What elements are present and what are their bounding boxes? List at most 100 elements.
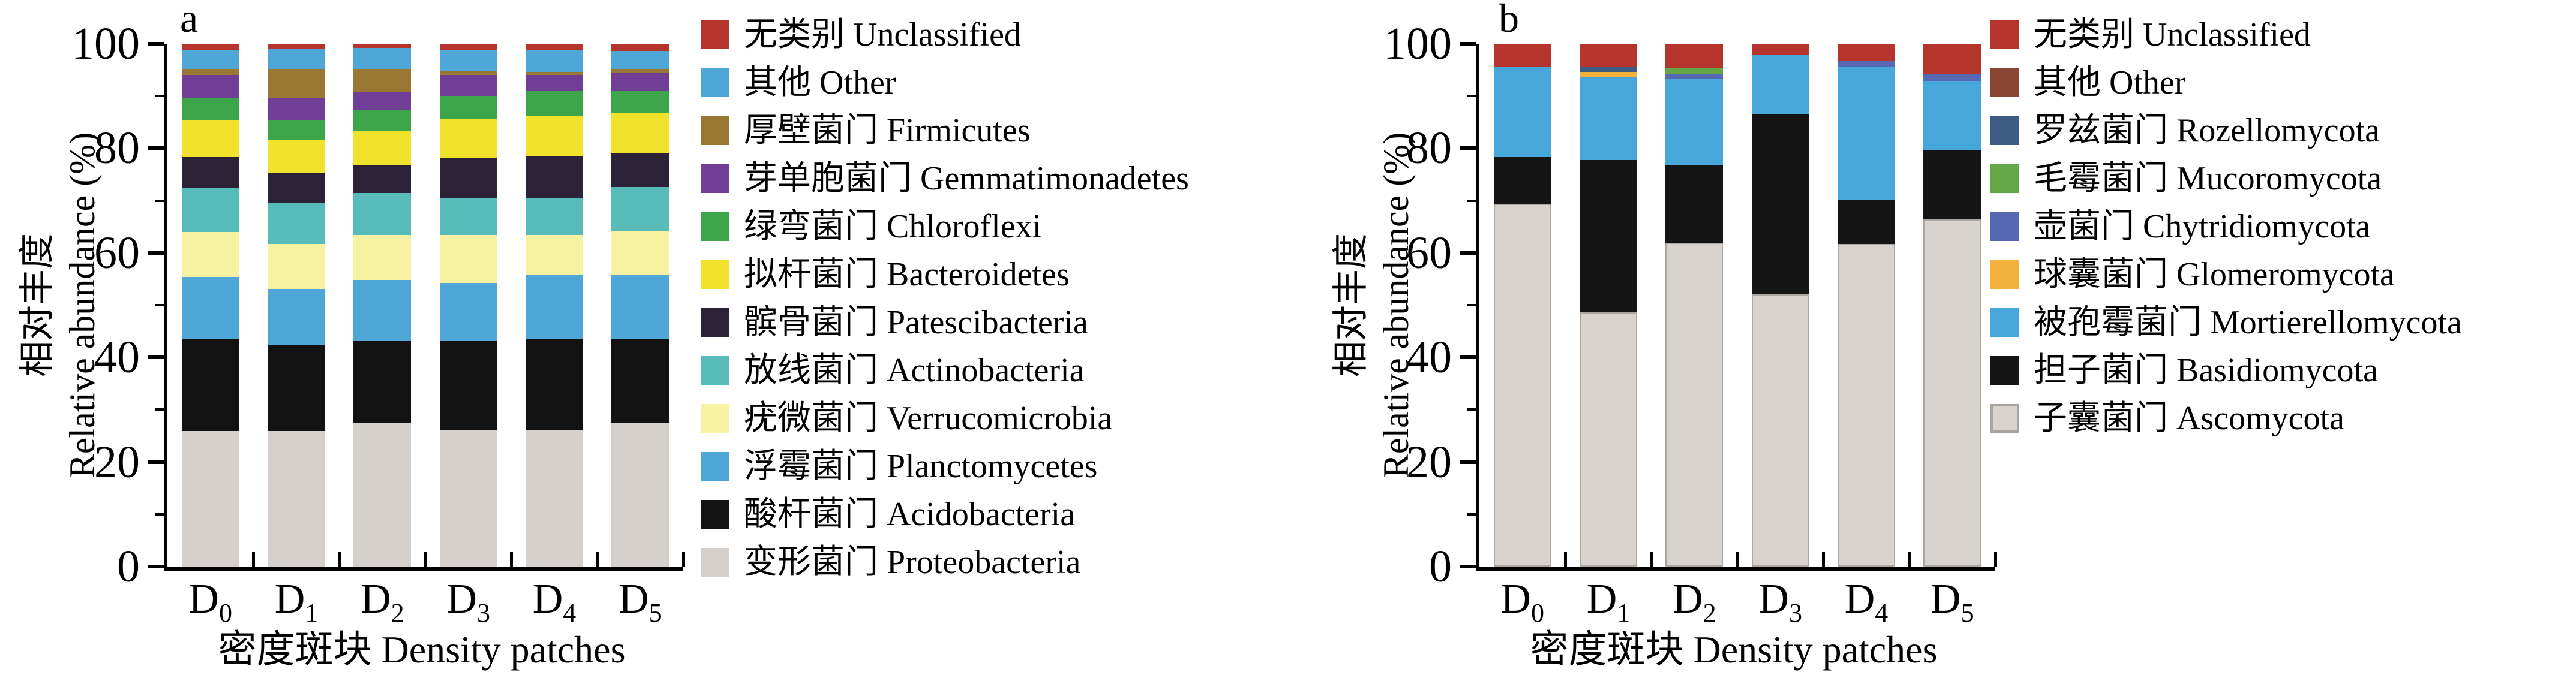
bar-segment-a-D2-Actinobacteria bbox=[353, 193, 412, 236]
x-tick-b-6 bbox=[1994, 552, 1997, 567]
legend-item-b-Ascomycota: 子囊菌门 Ascomycota bbox=[1990, 394, 2462, 442]
bar-segment-a-D1-Verrucomicrobia bbox=[268, 244, 325, 289]
y-tick-label-a-40: 40 bbox=[94, 332, 140, 383]
bar-segment-a-D5-Patescibacteria bbox=[611, 153, 669, 187]
bar-segment-a-D0-Bacteroidetes bbox=[181, 120, 239, 158]
bar-segment-b-D4-Basidiomycota bbox=[1838, 200, 1895, 244]
legend-label-b-Unclassified: 无类别 Unclassified bbox=[2034, 16, 2311, 53]
bar-segment-b-D1-Glomeromycota bbox=[1580, 72, 1637, 77]
x-category-label-a-D4: D4 bbox=[532, 576, 577, 628]
panel-label-a: a bbox=[180, 0, 199, 41]
legend-label-b-Ascomycota: 子囊菌门 Ascomycota bbox=[2034, 400, 2344, 437]
bar-a-D2 bbox=[353, 44, 412, 567]
legend-label-a-Other: 其他 Other bbox=[744, 64, 896, 101]
bar-segment-b-D2-Chytridiomycota bbox=[1665, 74, 1724, 79]
bar-segment-a-D3-Gemmatimonadetes bbox=[439, 74, 497, 97]
bar-segment-a-D4-Firmicutes bbox=[526, 72, 583, 76]
y-tick-b-40 bbox=[1460, 355, 1476, 360]
x-tick-b-1 bbox=[1564, 552, 1568, 567]
bar-segment-a-D3-Planctomycetes bbox=[439, 282, 497, 342]
bar-segment-a-D4-Gemmatimonadetes bbox=[526, 75, 583, 92]
bar-segment-a-D2-Firmicutes bbox=[353, 68, 412, 92]
y-axis-label-b-en: Relative abundance (%) bbox=[1376, 132, 1416, 478]
bar-segment-b-D1-Unclassified bbox=[1580, 44, 1637, 68]
y-minor-tick-b-90 bbox=[1467, 95, 1476, 98]
bar-b-D2 bbox=[1665, 44, 1724, 567]
legend-item-a-Chloroflexi: 绿弯菌门 Chloroflexi bbox=[701, 203, 1189, 251]
x-tick-a-6 bbox=[682, 552, 685, 567]
bar-segment-a-D4-Acidobacteria bbox=[526, 339, 583, 430]
legend-swatch-b-Other bbox=[1990, 68, 2019, 97]
bar-segment-b-D0-Basidiomycota bbox=[1493, 157, 1551, 204]
bar-segment-a-D0-Chloroflexi bbox=[181, 97, 239, 121]
bar-segment-a-D0-Actinobacteria bbox=[181, 188, 239, 232]
panel-label-b: b bbox=[1499, 0, 1519, 41]
y-tick-a-100 bbox=[148, 42, 164, 46]
bar-segment-a-D4-Bacteroidetes bbox=[526, 116, 583, 156]
y-minor-tick-a-30 bbox=[155, 408, 164, 411]
legend-swatch-b-Mortierellomycota bbox=[1990, 308, 2019, 337]
legend-item-a-Patescibacteria: 髌骨菌门 Patescibacteria bbox=[701, 299, 1189, 346]
y-minor-tick-a-10 bbox=[155, 513, 164, 516]
bar-segment-b-D5-Unclassified bbox=[1923, 44, 1981, 75]
legend-item-a-Firmicutes: 厚壁菌门 Firmicutes bbox=[701, 107, 1189, 155]
legend-swatch-a-Chloroflexi bbox=[701, 212, 729, 241]
legend-item-a-Other: 其他 Other bbox=[701, 59, 1189, 107]
bar-segment-b-D3-Basidiomycota bbox=[1751, 113, 1809, 294]
bar-a-D4 bbox=[526, 44, 583, 567]
legend-item-b-Mucoromycota: 毛霉菌门 Mucoromycota bbox=[1990, 155, 2462, 203]
bar-a-D1 bbox=[268, 44, 325, 567]
bar-segment-a-D2-Unclassified bbox=[353, 44, 412, 49]
legend-swatch-a-Bacteroidetes bbox=[701, 260, 729, 289]
bar-segment-b-D0-Ascomycota bbox=[1493, 203, 1551, 567]
bar-b-D1 bbox=[1580, 44, 1637, 567]
bar-segment-b-D4-Ascomycota bbox=[1838, 243, 1895, 567]
legend-item-a-Planctomycetes: 浮霉菌门 Planctomycetes bbox=[701, 442, 1189, 490]
bar-segment-b-D4-Mortierellomycota bbox=[1838, 66, 1895, 200]
legend-label-a-Unclassified: 无类别 Unclassified bbox=[744, 16, 1021, 53]
bar-segment-a-D1-Chloroflexi bbox=[268, 120, 325, 140]
x-category-label-b-D3: D3 bbox=[1758, 576, 1802, 628]
bar-segment-a-D1-Proteobacteria bbox=[268, 431, 325, 567]
legend-swatch-b-Rozellomycota bbox=[1990, 116, 2019, 145]
x-tick-a-1 bbox=[252, 552, 256, 567]
bar-segment-a-D4-Unclassified bbox=[526, 44, 583, 51]
legend-a: 无类别 Unclassified 其他 Other 厚壁菌门 Firmicutes 芽… bbox=[701, 11, 1189, 586]
bar-segment-b-D0-Mortierellomycota bbox=[1493, 67, 1551, 158]
bar-segment-a-D0-Proteobacteria bbox=[181, 431, 239, 567]
legend-label-a-Firmicutes: 厚壁菌门 Firmicutes bbox=[744, 112, 1031, 149]
bar-segment-a-D5-Planctomycetes bbox=[611, 274, 669, 339]
x-tick-a-5 bbox=[596, 552, 599, 567]
bar-segment-a-D0-Patescibacteria bbox=[181, 157, 239, 188]
bar-segment-a-D2-Verrucomicrobia bbox=[353, 235, 412, 281]
bar-segment-b-D5-Chytridiomycota bbox=[1923, 74, 1981, 81]
x-category-label-a-D1: D1 bbox=[274, 576, 319, 628]
y-tick-label-b-20: 20 bbox=[1406, 436, 1452, 487]
x-tick-a-2 bbox=[338, 552, 341, 567]
y-minor-tick-b-50 bbox=[1467, 304, 1476, 306]
y-tick-label-a-20: 20 bbox=[94, 436, 140, 487]
legend-label-b-Other: 其他 Other bbox=[2034, 64, 2186, 101]
legend-label-b-Chytridiomycota: 壶菌门 Chytridiomycota bbox=[2034, 208, 2371, 245]
x-axis-label-a: 密度斑块 Density patches bbox=[218, 628, 626, 671]
y-tick-a-40 bbox=[148, 355, 164, 360]
bar-segment-a-D5-Other bbox=[611, 51, 669, 69]
x-axis-label-b: 密度斑块 Density patches bbox=[1530, 628, 1938, 671]
legend-item-a-Bacteroidetes: 拟杆菌门 Bacteroidetes bbox=[701, 251, 1189, 299]
bar-segment-a-D3-Unclassified bbox=[439, 44, 497, 50]
legend-label-a-Patescibacteria: 髌骨菌门 Patescibacteria bbox=[744, 304, 1088, 341]
bar-segment-a-D4-Proteobacteria bbox=[526, 430, 583, 567]
bar-segment-a-D1-Actinobacteria bbox=[268, 203, 325, 244]
x-tick-a-4 bbox=[510, 552, 514, 567]
legend-label-a-Chloroflexi: 绿弯菌门 Chloroflexi bbox=[744, 208, 1042, 245]
bar-segment-a-D2-Patescibacteria bbox=[353, 165, 412, 194]
legend-swatch-b-Ascomycota bbox=[1990, 404, 2019, 433]
bar-segment-b-D1-Rozellomycota bbox=[1580, 67, 1637, 73]
y-minor-tick-a-70 bbox=[155, 199, 164, 202]
bar-segment-b-D0-Unclassified bbox=[1493, 44, 1551, 67]
y-minor-tick-b-10 bbox=[1467, 513, 1476, 516]
legend-item-a-Acidobacteria: 酸杆菌门 Acidobacteria bbox=[701, 490, 1189, 538]
bar-b-D4 bbox=[1838, 44, 1895, 567]
legend-swatch-b-Glomeromycota bbox=[1990, 260, 2019, 289]
